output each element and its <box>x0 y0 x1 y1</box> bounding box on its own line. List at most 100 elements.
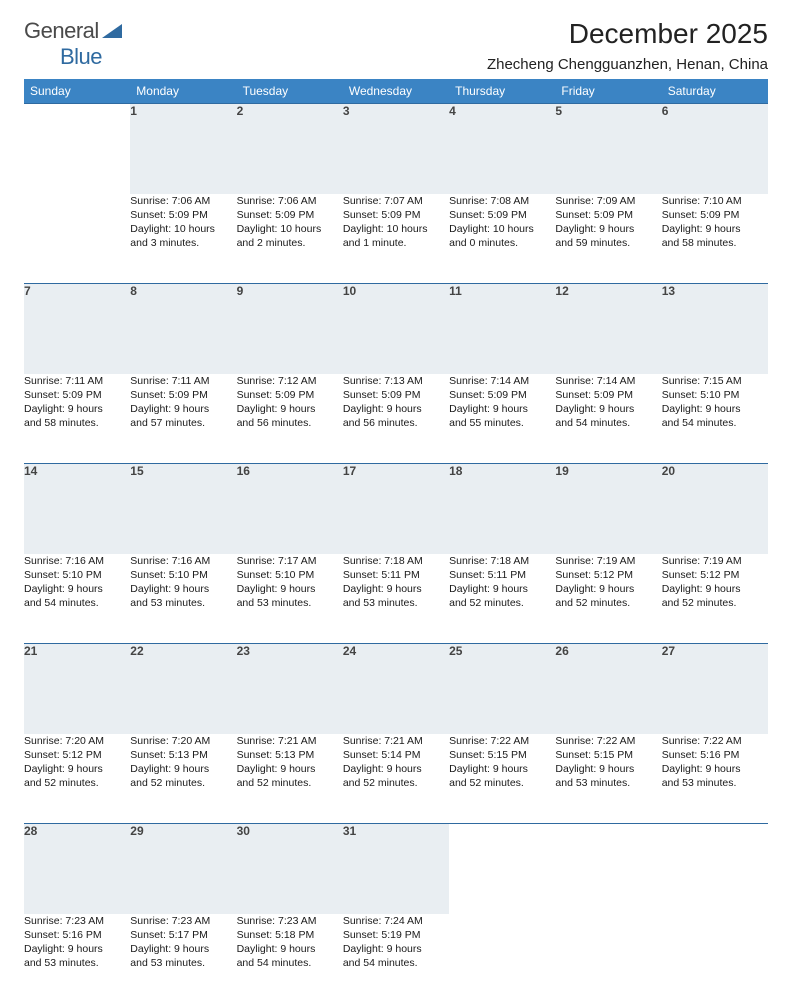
day-detail-cell <box>449 914 555 1004</box>
daylight-text-1: Daylight: 9 hours <box>449 582 555 596</box>
sunset-text: Sunset: 5:16 PM <box>24 928 130 942</box>
day-number-cell <box>24 104 130 194</box>
day-number-cell: 1 <box>130 104 236 194</box>
day-number-cell: 23 <box>237 644 343 734</box>
day-number-cell: 13 <box>662 284 768 374</box>
daylight-text-1: Daylight: 9 hours <box>555 222 661 236</box>
sunset-text: Sunset: 5:10 PM <box>130 568 236 582</box>
sunrise-text: Sunrise: 7:06 AM <box>130 194 236 208</box>
daylight-text-1: Daylight: 10 hours <box>237 222 343 236</box>
daylight-text-1: Daylight: 9 hours <box>555 762 661 776</box>
daylight-text-1: Daylight: 9 hours <box>555 582 661 596</box>
sunset-text: Sunset: 5:09 PM <box>449 208 555 222</box>
day-detail-cell: Sunrise: 7:11 AMSunset: 5:09 PMDaylight:… <box>130 374 236 464</box>
sunrise-text: Sunrise: 7:17 AM <box>237 554 343 568</box>
day-number-cell: 21 <box>24 644 130 734</box>
sunset-text: Sunset: 5:09 PM <box>130 208 236 222</box>
calendar-table: SundayMondayTuesdayWednesdayThursdayFrid… <box>24 79 768 1004</box>
daylight-text-2: and 54 minutes. <box>662 416 768 430</box>
day-number-cell: 4 <box>449 104 555 194</box>
day-detail-cell: Sunrise: 7:22 AMSunset: 5:16 PMDaylight:… <box>662 734 768 824</box>
day-detail-cell: Sunrise: 7:24 AMSunset: 5:19 PMDaylight:… <box>343 914 449 1004</box>
day-detail-cell: Sunrise: 7:10 AMSunset: 5:09 PMDaylight:… <box>662 194 768 284</box>
day-number-cell: 15 <box>130 464 236 554</box>
day-detail-cell: Sunrise: 7:16 AMSunset: 5:10 PMDaylight:… <box>130 554 236 644</box>
sunrise-text: Sunrise: 7:14 AM <box>555 374 661 388</box>
day-number-cell: 17 <box>343 464 449 554</box>
logo-text-general: General <box>24 18 99 44</box>
day-number-cell: 10 <box>343 284 449 374</box>
sunset-text: Sunset: 5:11 PM <box>449 568 555 582</box>
daylight-text-1: Daylight: 9 hours <box>343 762 449 776</box>
daylight-text-2: and 0 minutes. <box>449 236 555 250</box>
day-number-cell <box>555 824 661 914</box>
day-number-cell: 28 <box>24 824 130 914</box>
daylight-text-2: and 52 minutes. <box>555 596 661 610</box>
daylight-text-2: and 59 minutes. <box>555 236 661 250</box>
daylight-text-1: Daylight: 9 hours <box>237 402 343 416</box>
sunset-text: Sunset: 5:12 PM <box>662 568 768 582</box>
daylight-text-2: and 53 minutes. <box>662 776 768 790</box>
sunrise-text: Sunrise: 7:21 AM <box>343 734 449 748</box>
sunset-text: Sunset: 5:09 PM <box>555 208 661 222</box>
weekday-header: Tuesday <box>237 79 343 104</box>
daylight-text-2: and 57 minutes. <box>130 416 236 430</box>
day-detail-cell <box>24 194 130 284</box>
weekday-header: Saturday <box>662 79 768 104</box>
daylight-text-1: Daylight: 9 hours <box>555 402 661 416</box>
daylight-text-2: and 54 minutes. <box>343 956 449 970</box>
sunset-text: Sunset: 5:09 PM <box>237 208 343 222</box>
daylight-text-2: and 55 minutes. <box>449 416 555 430</box>
sunset-text: Sunset: 5:15 PM <box>555 748 661 762</box>
sunrise-text: Sunrise: 7:22 AM <box>555 734 661 748</box>
day-detail-cell: Sunrise: 7:18 AMSunset: 5:11 PMDaylight:… <box>343 554 449 644</box>
sunrise-text: Sunrise: 7:23 AM <box>24 914 130 928</box>
daylight-text-2: and 53 minutes. <box>130 596 236 610</box>
daylight-text-1: Daylight: 9 hours <box>237 582 343 596</box>
daylight-text-2: and 58 minutes. <box>662 236 768 250</box>
day-number-row: 14151617181920 <box>24 464 768 554</box>
day-number-cell: 26 <box>555 644 661 734</box>
daylight-text-2: and 53 minutes. <box>130 956 236 970</box>
day-detail-cell: Sunrise: 7:22 AMSunset: 5:15 PMDaylight:… <box>555 734 661 824</box>
sunrise-text: Sunrise: 7:19 AM <box>555 554 661 568</box>
sunrise-text: Sunrise: 7:23 AM <box>130 914 236 928</box>
weekday-header: Thursday <box>449 79 555 104</box>
daylight-text-2: and 2 minutes. <box>237 236 343 250</box>
daylight-text-1: Daylight: 9 hours <box>130 762 236 776</box>
daylight-text-2: and 53 minutes. <box>343 596 449 610</box>
day-detail-cell: Sunrise: 7:20 AMSunset: 5:13 PMDaylight:… <box>130 734 236 824</box>
page-title: December 2025 <box>569 18 768 50</box>
daylight-text-1: Daylight: 9 hours <box>343 402 449 416</box>
daylight-text-1: Daylight: 9 hours <box>449 402 555 416</box>
daylight-text-2: and 3 minutes. <box>130 236 236 250</box>
day-number-cell: 9 <box>237 284 343 374</box>
day-number-cell: 31 <box>343 824 449 914</box>
day-number-cell: 12 <box>555 284 661 374</box>
sunset-text: Sunset: 5:09 PM <box>449 388 555 402</box>
day-detail-cell: Sunrise: 7:19 AMSunset: 5:12 PMDaylight:… <box>555 554 661 644</box>
weekday-header: Wednesday <box>343 79 449 104</box>
location-text: Zhecheng Chengguanzhen, Henan, China <box>487 56 768 73</box>
sunrise-text: Sunrise: 7:09 AM <box>555 194 661 208</box>
daylight-text-1: Daylight: 9 hours <box>343 942 449 956</box>
sunset-text: Sunset: 5:17 PM <box>130 928 236 942</box>
weekday-header-row: SundayMondayTuesdayWednesdayThursdayFrid… <box>24 79 768 104</box>
sunset-text: Sunset: 5:10 PM <box>237 568 343 582</box>
sunset-text: Sunset: 5:19 PM <box>343 928 449 942</box>
sunrise-text: Sunrise: 7:11 AM <box>24 374 130 388</box>
sunset-text: Sunset: 5:09 PM <box>662 208 768 222</box>
sunset-text: Sunset: 5:11 PM <box>343 568 449 582</box>
sunrise-text: Sunrise: 7:06 AM <box>237 194 343 208</box>
sunrise-text: Sunrise: 7:18 AM <box>343 554 449 568</box>
sunrise-text: Sunrise: 7:16 AM <box>130 554 236 568</box>
day-number-cell: 27 <box>662 644 768 734</box>
sunrise-text: Sunrise: 7:23 AM <box>237 914 343 928</box>
logo-triangle-icon <box>102 22 124 40</box>
daylight-text-2: and 52 minutes. <box>343 776 449 790</box>
day-detail-row: Sunrise: 7:06 AMSunset: 5:09 PMDaylight:… <box>24 194 768 284</box>
day-detail-row: Sunrise: 7:11 AMSunset: 5:09 PMDaylight:… <box>24 374 768 464</box>
daylight-text-1: Daylight: 9 hours <box>237 942 343 956</box>
day-detail-cell: Sunrise: 7:06 AMSunset: 5:09 PMDaylight:… <box>237 194 343 284</box>
sunset-text: Sunset: 5:12 PM <box>555 568 661 582</box>
